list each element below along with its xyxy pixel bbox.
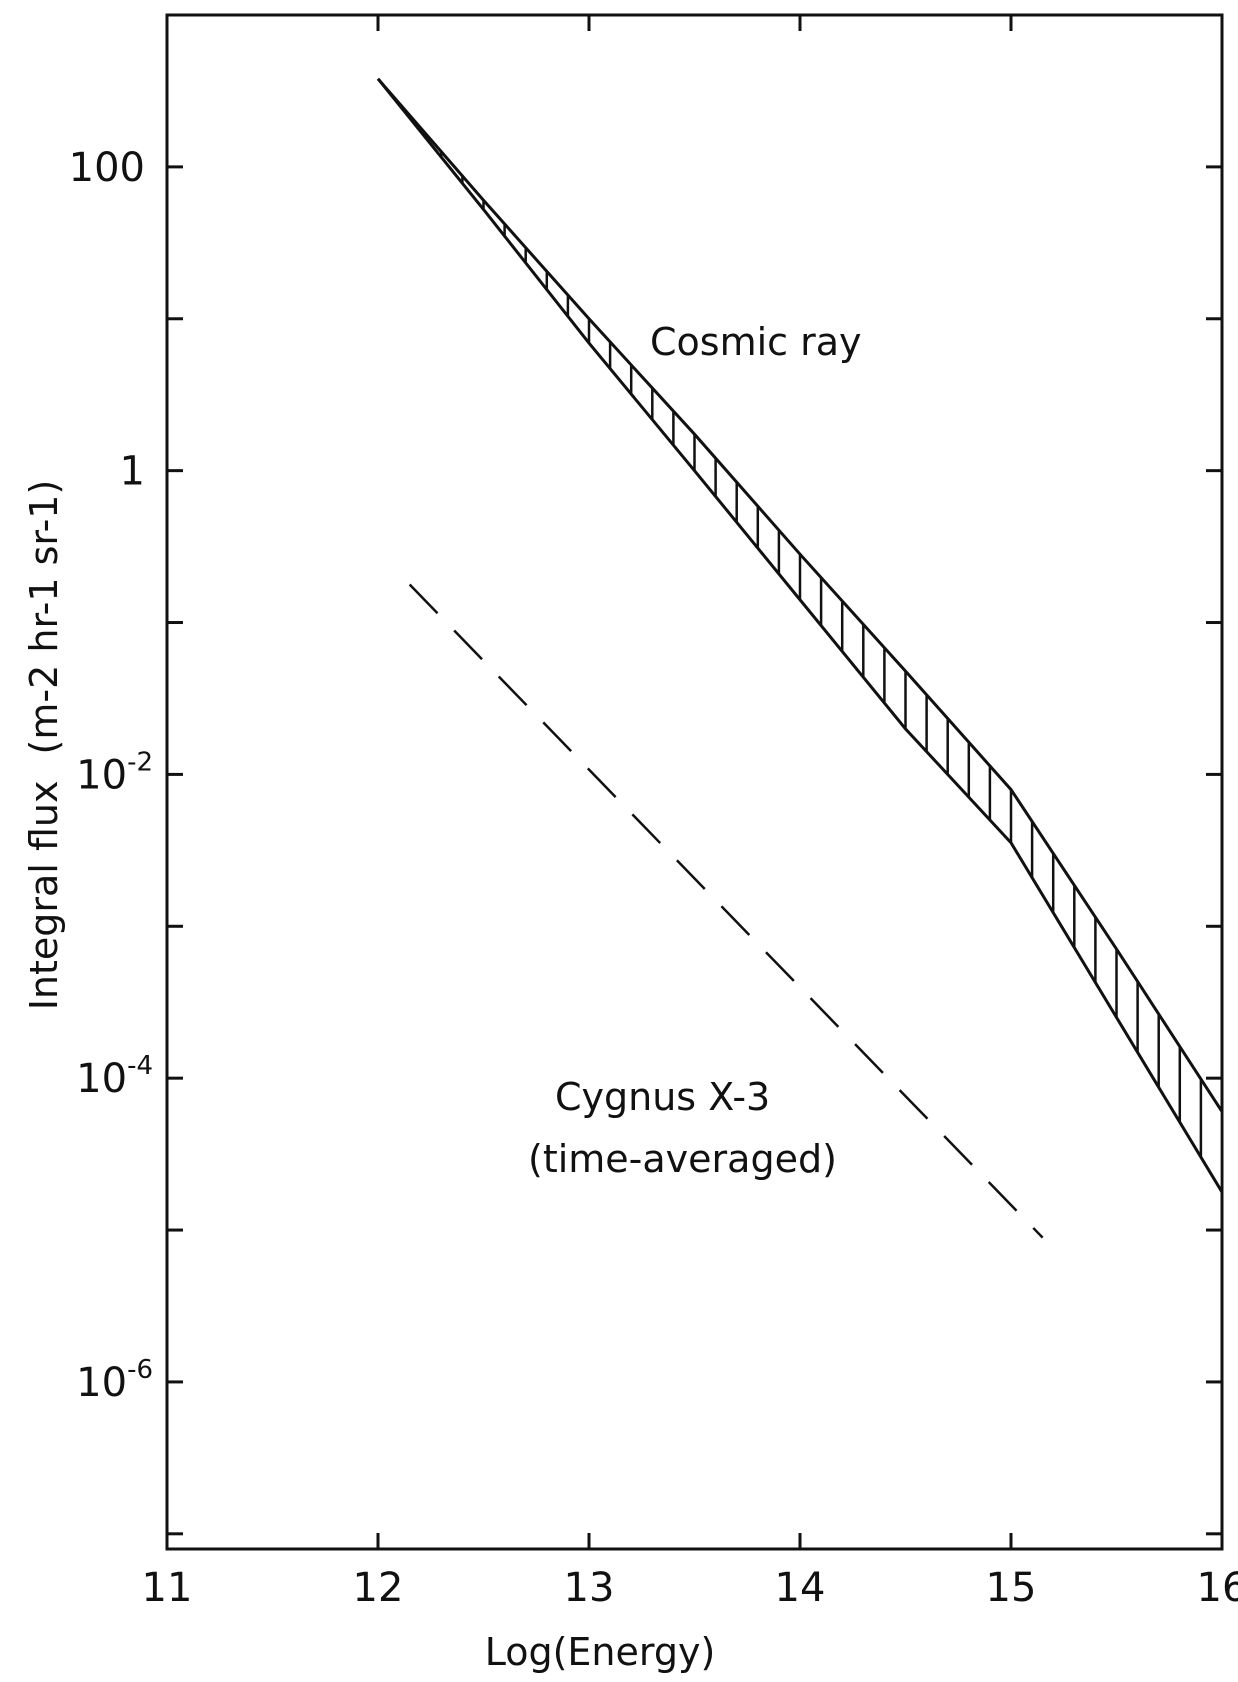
x-tick-label: 13 xyxy=(564,1565,615,1611)
annotation-cosmic-ray: Cosmic ray xyxy=(650,320,862,364)
series-layer xyxy=(376,77,1224,1239)
x-tick-label: 12 xyxy=(353,1565,404,1611)
axes xyxy=(165,13,1224,1551)
ticks: 11 12 13 14 15 16 100 1 10-2 10-4 10-6 xyxy=(69,15,1238,1611)
x-tick-label: 11 xyxy=(142,1565,193,1611)
annotation-time-averaged: (time-averaged) xyxy=(528,1137,837,1181)
svg-text:Integral flux (m-2 hr-1: Integral flux (m-2 hr-1 sr-1) xyxy=(22,480,66,1011)
x-tick-label: 14 xyxy=(775,1565,826,1611)
y-tick-label: 10-4 xyxy=(76,1051,153,1102)
cosmic-ray-lower-edge xyxy=(376,77,1224,1193)
cygnus-x3-dashed-line xyxy=(408,583,1044,1239)
plot-frame xyxy=(165,13,1224,1551)
y-tick-label: 1 xyxy=(120,449,145,495)
y-tick-label: 10-6 xyxy=(76,1355,153,1406)
y-axis-units: (m-2 hr-1 sr-1) xyxy=(22,480,66,755)
y-tick-label: 100 xyxy=(69,145,145,191)
y-axis-label: Integral flux (m-2 hr-1 sr-1) xyxy=(22,480,66,1011)
x-axis-label: Log(Energy) xyxy=(485,1630,716,1674)
x-tick-label: 15 xyxy=(986,1565,1037,1611)
y-axis-label-text: Integral flux xyxy=(22,781,66,1011)
y-tick-label: 10-2 xyxy=(76,747,153,798)
x-tick-label: 16 xyxy=(1197,1565,1238,1611)
cosmic-ray-band-fill xyxy=(378,78,1222,1193)
annotation-cygnus: Cygnus X-3 xyxy=(555,1075,770,1119)
